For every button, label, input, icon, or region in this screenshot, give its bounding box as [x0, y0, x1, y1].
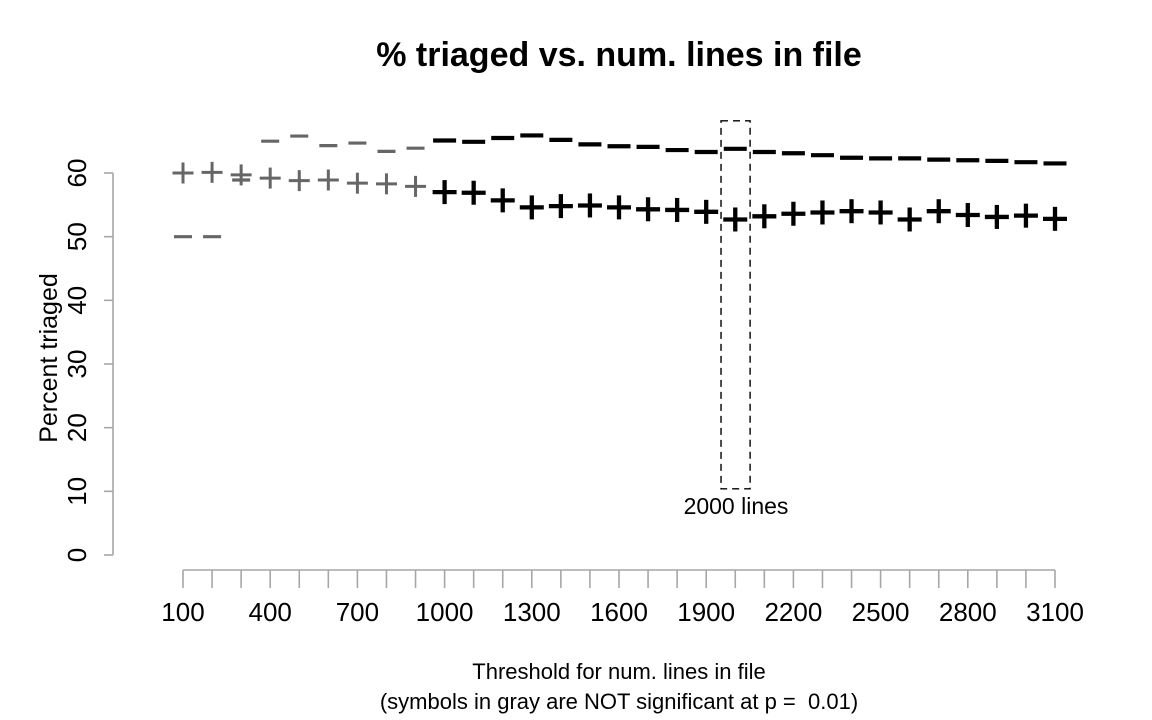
x-tick-label: 1900: [677, 597, 735, 627]
x-tick-label: 1600: [590, 597, 648, 627]
annotation-label: 2000 lines: [683, 493, 789, 519]
x-tick-label: 100: [161, 597, 204, 627]
x-tick-label: 3100: [1026, 597, 1084, 627]
x-tick-label: 2500: [852, 597, 910, 627]
x-axis-note: (symbols in gray are NOT significant at …: [379, 689, 859, 714]
x-tick-label: 700: [336, 597, 379, 627]
y-axis-label: Percent triaged: [35, 273, 63, 443]
x-tick-label: 1000: [416, 597, 474, 627]
chart-title: % triaged vs. num. lines in file: [376, 36, 862, 74]
x-tick-label: 2200: [764, 597, 822, 627]
annotation-box: [720, 120, 751, 490]
x-axis-label: Threshold for num. lines in file: [472, 659, 766, 684]
y-tick-label: 60: [62, 159, 92, 188]
x-tick-label: 1300: [503, 597, 561, 627]
y-tick-label: 10: [62, 477, 92, 506]
y-tick-label: 20: [62, 413, 92, 442]
y-tick-label: 0: [62, 548, 92, 562]
x-tick-label: 400: [249, 597, 292, 627]
y-tick-label: 50: [62, 222, 92, 251]
x-tick-label: 2800: [939, 597, 997, 627]
y-tick-label: 40: [62, 286, 92, 315]
y-tick-label: 30: [62, 350, 92, 379]
